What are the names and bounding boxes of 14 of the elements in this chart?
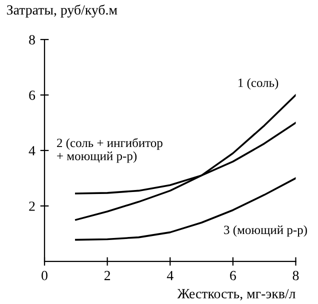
x-tick-label: 6 (230, 270, 236, 280)
series-label: 3 (моющий р-р) (224, 225, 307, 237)
y-tick-label: 8 (29, 35, 35, 44)
y-tick-label: 6 (29, 90, 36, 100)
x-tick-label: 2 (104, 270, 110, 280)
series-label: 1 (соль) (238, 78, 278, 90)
y-axis-title: Затраты, руб/куб.м (7, 4, 118, 18)
series-label: 2 (соль + ингибитор + моющий р-р) (57, 138, 162, 163)
y-tick-label: 4 (28, 146, 36, 156)
x-tick-label: 0 (42, 270, 48, 280)
x-axis-title: Жесткость, мг-экв/л (177, 289, 296, 300)
y-tick-label: 2 (29, 202, 35, 211)
x-tick-label: 8 (292, 270, 299, 280)
x-tick-label: 4 (166, 270, 174, 280)
